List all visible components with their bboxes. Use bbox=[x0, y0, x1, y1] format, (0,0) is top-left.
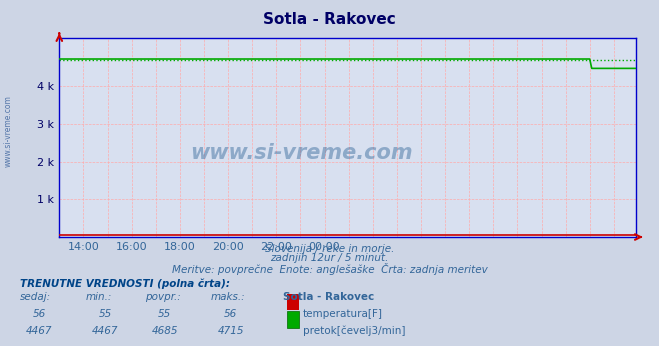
Text: 56: 56 bbox=[224, 309, 237, 319]
Text: 4685: 4685 bbox=[152, 326, 178, 336]
Text: www.si-vreme.com: www.si-vreme.com bbox=[3, 95, 13, 167]
Text: zadnjih 12ur / 5 minut.: zadnjih 12ur / 5 minut. bbox=[270, 253, 389, 263]
Text: 4467: 4467 bbox=[92, 326, 119, 336]
Text: pretok[čevelj3/min]: pretok[čevelj3/min] bbox=[303, 326, 406, 336]
Text: min.:: min.: bbox=[86, 292, 112, 302]
Text: temperatura[F]: temperatura[F] bbox=[303, 309, 383, 319]
Text: 56: 56 bbox=[33, 309, 46, 319]
Text: 55: 55 bbox=[158, 309, 171, 319]
Text: Meritve: povprečne  Enote: anglešaške  Črta: zadnja meritev: Meritve: povprečne Enote: anglešaške Črt… bbox=[171, 263, 488, 275]
Text: Slovenija / reke in morje.: Slovenija / reke in morje. bbox=[265, 244, 394, 254]
Text: 4467: 4467 bbox=[26, 326, 53, 336]
Text: TRENUTNE VREDNOSTI (polna črta):: TRENUTNE VREDNOSTI (polna črta): bbox=[20, 279, 230, 289]
Text: sedaj:: sedaj: bbox=[20, 292, 51, 302]
Text: www.si-vreme.com: www.si-vreme.com bbox=[190, 144, 413, 163]
Text: Sotla - Rakovec: Sotla - Rakovec bbox=[263, 12, 396, 27]
Text: povpr.:: povpr.: bbox=[145, 292, 181, 302]
Text: 4715: 4715 bbox=[217, 326, 244, 336]
Text: maks.:: maks.: bbox=[211, 292, 246, 302]
Text: Sotla - Rakovec: Sotla - Rakovec bbox=[283, 292, 374, 302]
Text: 55: 55 bbox=[99, 309, 112, 319]
